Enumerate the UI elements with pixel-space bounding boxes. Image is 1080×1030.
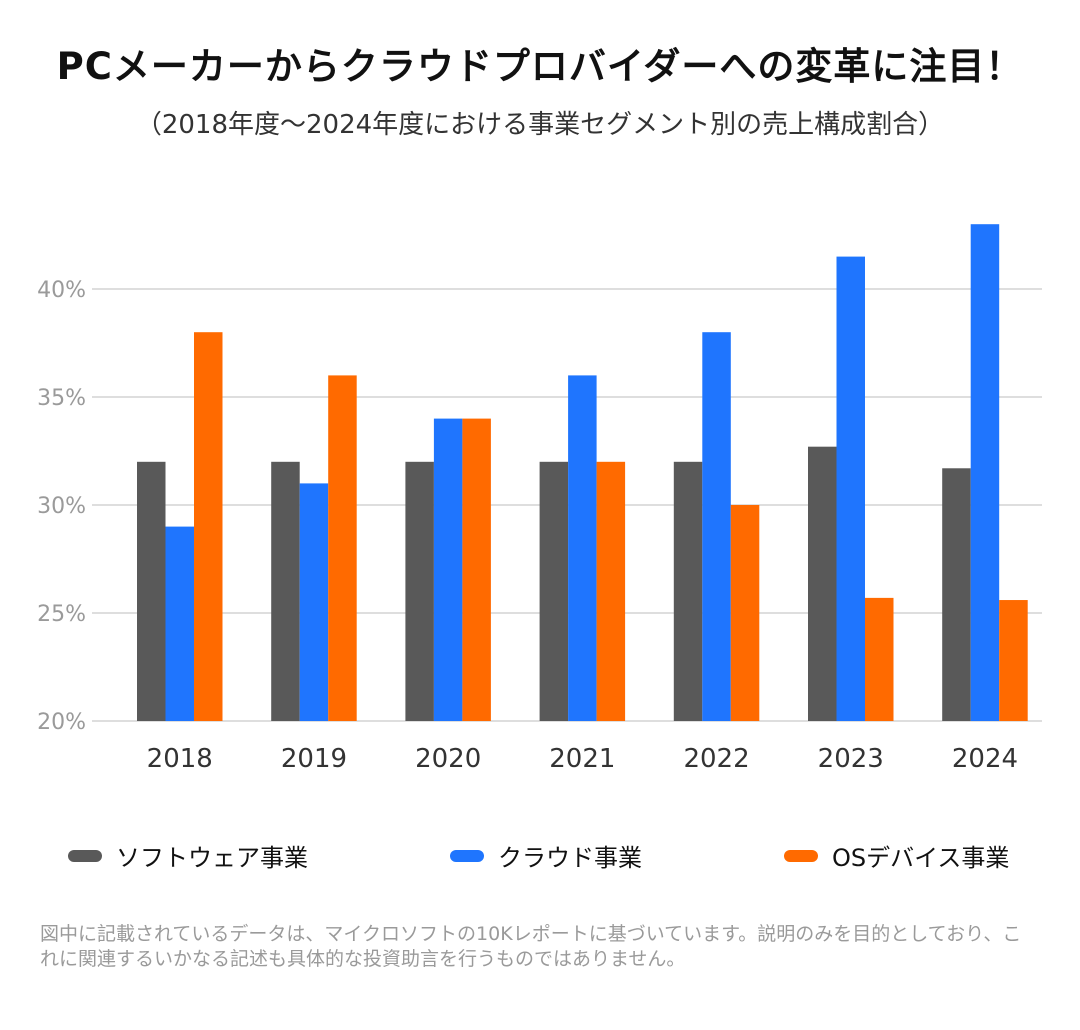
legend-label-software: ソフトウェア事業 <box>116 844 308 872</box>
legend-item-software: ソフトウェア事業 <box>68 838 308 873</box>
bar-2018-os-devices <box>194 332 223 721</box>
y-tick-label: 30% <box>37 494 86 519</box>
x-tick-label: 2020 <box>415 744 481 774</box>
x-axis: 2018 2019 2020 2021 2022 2023 2024 <box>147 744 1018 774</box>
y-tick-label: 40% <box>37 278 86 303</box>
bar-2024-software <box>942 468 971 721</box>
bar-2020-os-devices <box>462 418 491 721</box>
bar-2022-software <box>673 461 703 721</box>
y-axis: 20% 25% 30% 35% 40% <box>37 278 86 735</box>
bar-2022-os-devices <box>730 505 760 721</box>
bar-2019-cloud <box>299 483 329 721</box>
x-tick-label: 2024 <box>952 744 1018 774</box>
bar-2018-software <box>137 461 166 721</box>
chart-subtitle: （2018年度〜2024年度における事業セグメント別の売上構成割合） <box>135 110 945 140</box>
x-tick-label: 2023 <box>818 744 884 774</box>
y-tick-label: 25% <box>37 602 86 627</box>
bar-2020-cloud <box>433 418 463 721</box>
x-tick-label: 2019 <box>281 744 347 774</box>
bar-2020-software <box>405 461 434 721</box>
bar-2023-software <box>808 446 837 721</box>
bar-2019-software <box>271 461 300 721</box>
bar-2018-cloud <box>165 526 194 721</box>
legend-swatch-software <box>68 849 102 862</box>
legend-label-cloud: クラウド事業 <box>498 844 642 872</box>
legend-item-cloud: クラウド事業 <box>450 838 642 873</box>
y-tick-label: 35% <box>37 386 86 411</box>
x-tick-label: 2021 <box>549 744 615 774</box>
bar-2022-cloud <box>702 332 731 721</box>
bar-2023-os-devices <box>865 597 894 721</box>
x-tick-label: 2018 <box>147 744 213 774</box>
legend-swatch-cloud <box>450 849 484 862</box>
bar-2023-cloud <box>836 256 865 721</box>
legend-label-os-devices: OSデバイス事業 <box>832 844 1010 872</box>
y-tick-label: 20% <box>37 710 86 735</box>
bars <box>137 224 1028 721</box>
bar-2021-os-devices <box>596 461 626 721</box>
bar-2021-software <box>539 461 569 721</box>
legend-item-os-devices: OSデバイス事業 <box>784 838 1009 873</box>
bar-2021-cloud <box>568 375 597 721</box>
bar-2019-os-devices <box>328 375 357 721</box>
legend-swatch-os-devices <box>784 849 818 862</box>
x-tick-label: 2022 <box>683 744 749 774</box>
bar-2024-cloud <box>970 224 1000 721</box>
bar-chart: 20% 25% 30% 35% 40% 2018 2019 2020 2021 2022 2023… <box>37 224 1042 774</box>
bar-2024-os-devices <box>999 600 1028 721</box>
footnote: 図中に記載されているデータは、マイクロソフトの10Kレポートに基づいています。説… <box>40 923 1022 970</box>
chart-title: PCメーカーからクラウドプロバイダーへの変革に注目！ <box>56 45 1024 88</box>
